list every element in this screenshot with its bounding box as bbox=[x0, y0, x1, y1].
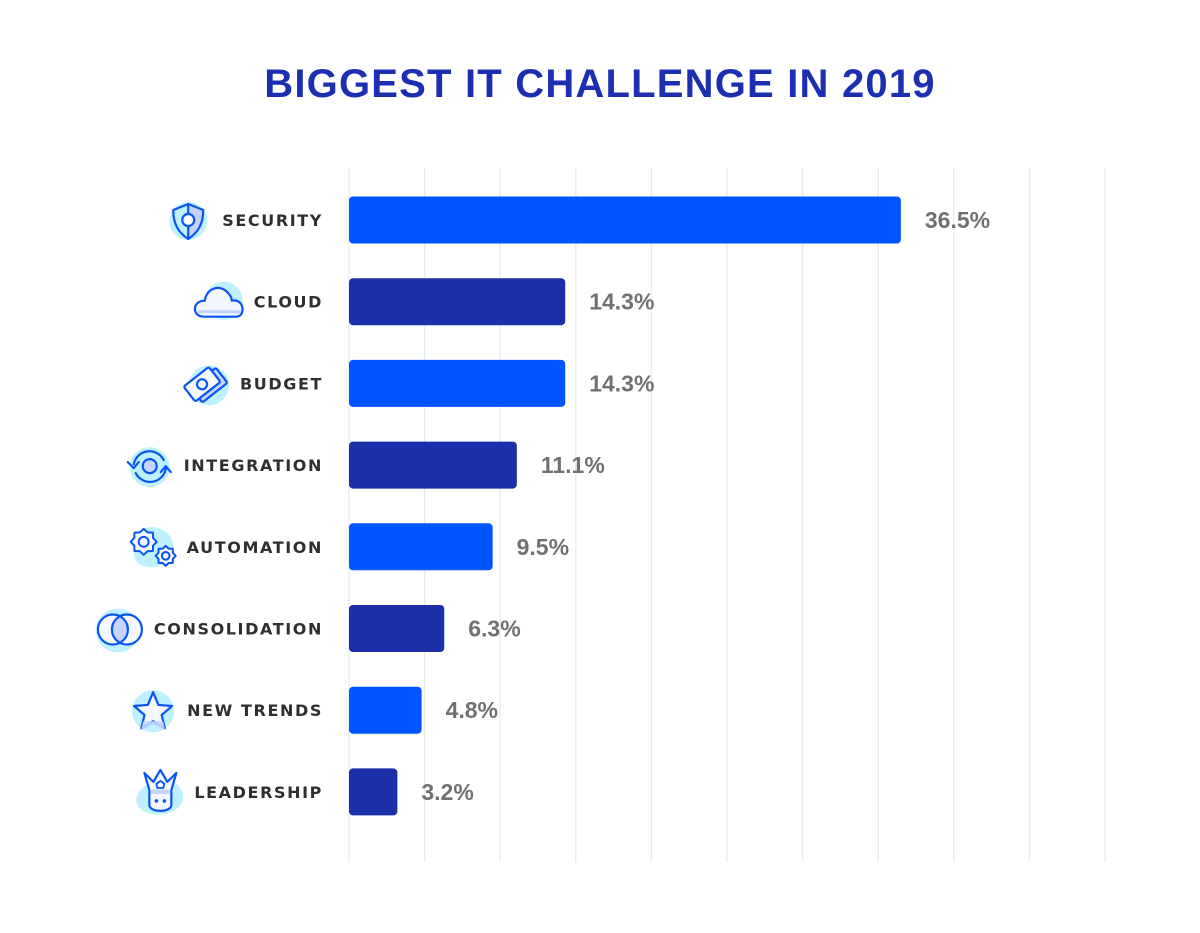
category-label: NEW TRENDS bbox=[187, 701, 323, 720]
value-label: 36.5% bbox=[925, 207, 990, 233]
value-label: 14.3% bbox=[589, 370, 654, 396]
category-label: BUDGET bbox=[240, 374, 323, 393]
value-label: 3.2% bbox=[421, 779, 473, 805]
value-labels: 36.5% 14.3% 14.3% 11.1% 9.5% 6.3% 4.8% 3.2% bbox=[421, 207, 990, 805]
crown-icon bbox=[136, 768, 184, 815]
sync-icon bbox=[126, 447, 172, 488]
money-icon bbox=[183, 365, 229, 406]
bar-cloud bbox=[349, 278, 566, 326]
bar-security bbox=[349, 196, 901, 244]
star-icon bbox=[132, 690, 175, 733]
value-label: 9.5% bbox=[517, 534, 569, 560]
bar-leadership bbox=[349, 768, 398, 816]
category-label: SECURITY bbox=[222, 211, 323, 230]
value-label: 6.3% bbox=[468, 616, 520, 642]
chart-title: BIGGEST IT CHALLENGE IN 2019 bbox=[264, 62, 936, 106]
value-label: 4.8% bbox=[446, 697, 498, 723]
category-label: CLOUD bbox=[254, 293, 323, 312]
bar-automation bbox=[349, 523, 493, 571]
bar-new-trends bbox=[349, 686, 422, 734]
gears-icon bbox=[129, 527, 177, 568]
bar-consolidation bbox=[349, 605, 445, 652]
shield-icon bbox=[169, 202, 208, 241]
category-label: AUTOMATION bbox=[187, 538, 323, 557]
value-label: 14.3% bbox=[589, 289, 654, 315]
category-label: INTEGRATION bbox=[184, 456, 323, 475]
category-label: CONSOLIDATION bbox=[154, 620, 323, 639]
bar-integration bbox=[349, 441, 517, 489]
cloud-icon bbox=[193, 281, 244, 320]
category-icons bbox=[95, 202, 244, 815]
category-labels: SECURITY CLOUD BUDGET INTEGRATION AUTOMATION… bbox=[154, 211, 323, 802]
venn-icon bbox=[95, 608, 144, 653]
bars bbox=[349, 196, 901, 816]
bar-budget bbox=[349, 359, 566, 407]
category-label: LEADERSHIP bbox=[194, 783, 323, 802]
gridlines bbox=[348, 168, 1106, 862]
value-label: 11.1% bbox=[541, 452, 605, 478]
